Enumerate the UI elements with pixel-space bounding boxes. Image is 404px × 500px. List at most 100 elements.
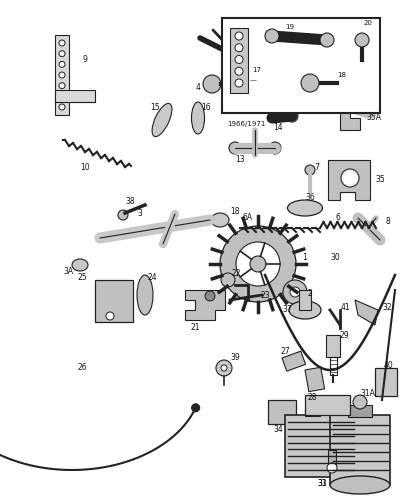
Ellipse shape: [137, 275, 153, 315]
Bar: [230, 28, 248, 93]
Circle shape: [59, 94, 65, 100]
Ellipse shape: [288, 200, 322, 216]
Bar: [95, 280, 133, 322]
Bar: [305, 395, 350, 415]
Text: 31: 31: [317, 480, 327, 488]
Text: 3A: 3A: [63, 268, 73, 276]
Text: 25: 25: [77, 274, 87, 282]
Circle shape: [235, 79, 243, 87]
Polygon shape: [355, 300, 378, 325]
Ellipse shape: [191, 102, 204, 134]
Ellipse shape: [152, 104, 172, 136]
Circle shape: [341, 169, 359, 187]
Circle shape: [235, 32, 243, 40]
Text: 34: 34: [273, 426, 283, 434]
Bar: [282, 351, 305, 371]
Text: 11: 11: [253, 38, 263, 48]
Text: 35: 35: [375, 176, 385, 184]
Circle shape: [235, 67, 243, 75]
Circle shape: [236, 242, 280, 286]
Bar: [285, 415, 357, 477]
Circle shape: [290, 287, 300, 297]
Ellipse shape: [211, 213, 229, 227]
Bar: [326, 335, 340, 357]
Bar: [268, 400, 296, 424]
Polygon shape: [185, 290, 225, 320]
Bar: [222, 18, 380, 113]
Text: 18: 18: [337, 72, 346, 78]
Text: 10: 10: [80, 164, 90, 172]
Text: 22: 22: [231, 270, 241, 278]
Circle shape: [297, 50, 313, 66]
Bar: [55, 90, 95, 102]
Text: 40: 40: [383, 360, 393, 370]
Circle shape: [59, 62, 65, 68]
Bar: [299, 290, 311, 310]
Circle shape: [59, 104, 65, 110]
Bar: [328, 450, 336, 468]
Text: 1966/1971: 1966/1971: [227, 121, 265, 127]
Circle shape: [221, 365, 227, 371]
Text: 32: 32: [382, 304, 391, 312]
Circle shape: [106, 312, 114, 320]
Circle shape: [59, 72, 65, 78]
Circle shape: [250, 80, 270, 100]
Text: 6: 6: [336, 214, 341, 222]
Circle shape: [191, 404, 200, 412]
Circle shape: [221, 273, 235, 287]
Circle shape: [265, 29, 279, 43]
Text: 3: 3: [138, 210, 143, 218]
Text: 12: 12: [242, 100, 252, 110]
Circle shape: [250, 256, 266, 272]
Circle shape: [59, 82, 65, 88]
Text: 19: 19: [286, 24, 295, 30]
Text: 13: 13: [235, 156, 245, 164]
Ellipse shape: [289, 301, 321, 319]
Text: 8: 8: [385, 218, 390, 226]
Text: 33: 33: [317, 480, 327, 488]
Circle shape: [216, 360, 232, 376]
Text: 16: 16: [201, 104, 211, 112]
Text: 7: 7: [315, 164, 320, 172]
Text: 14: 14: [273, 124, 283, 132]
Bar: [305, 367, 324, 392]
Text: 12A: 12A: [288, 44, 302, 52]
Circle shape: [286, 110, 298, 122]
Bar: [330, 357, 337, 375]
Circle shape: [283, 280, 307, 304]
Circle shape: [301, 74, 319, 92]
Circle shape: [289, 82, 301, 94]
Text: 2: 2: [307, 290, 312, 298]
Text: 11A: 11A: [288, 74, 302, 82]
Ellipse shape: [72, 259, 88, 271]
Text: 20: 20: [364, 20, 373, 26]
Circle shape: [203, 75, 221, 93]
Text: 28: 28: [307, 394, 317, 402]
Polygon shape: [340, 112, 360, 130]
Text: 39: 39: [230, 354, 240, 362]
Circle shape: [229, 142, 241, 154]
Circle shape: [353, 395, 367, 409]
Circle shape: [118, 210, 128, 220]
Text: 15: 15: [150, 104, 160, 112]
Bar: [305, 408, 320, 416]
Circle shape: [355, 33, 369, 47]
Text: 29: 29: [339, 332, 349, 340]
Ellipse shape: [330, 476, 390, 494]
Text: 4: 4: [196, 84, 200, 92]
Text: 1: 1: [303, 254, 307, 262]
Text: 37: 37: [282, 306, 292, 314]
Circle shape: [235, 56, 243, 64]
Polygon shape: [328, 160, 370, 200]
Bar: [348, 405, 372, 417]
Text: 17: 17: [252, 67, 261, 73]
Circle shape: [59, 40, 65, 46]
Bar: [55, 35, 69, 115]
Circle shape: [320, 33, 334, 47]
Text: 9: 9: [82, 56, 87, 64]
Circle shape: [255, 45, 275, 65]
Circle shape: [269, 142, 281, 154]
Circle shape: [220, 226, 296, 302]
Circle shape: [235, 44, 243, 52]
Text: 27: 27: [280, 348, 290, 356]
